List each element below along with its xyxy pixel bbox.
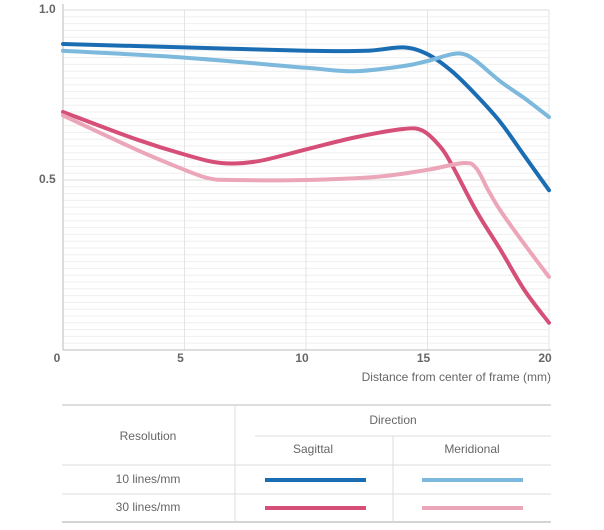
x-tick-label: 10 <box>295 351 309 365</box>
x-tick-label: 0 <box>54 351 61 365</box>
x-axis-label: Distance from center of frame (mm) <box>362 370 551 384</box>
series-line <box>61 42 551 193</box>
series-line <box>61 110 551 325</box>
x-tick-label: 5 <box>177 351 184 365</box>
column-label: Meridional <box>444 442 499 456</box>
series-line <box>61 48 551 120</box>
series-line <box>61 113 551 279</box>
table-row-header: Resolution <box>120 429 177 443</box>
row-label: 10 lines/mm <box>116 472 181 486</box>
x-tick-label: 15 <box>417 351 431 365</box>
x-tick-label: 20 <box>538 351 552 365</box>
y-tick-label: 0.5 <box>39 172 56 186</box>
row-label: 30 lines/mm <box>116 500 181 514</box>
column-label: Sagittal <box>293 442 333 456</box>
table-title: Direction <box>369 413 416 427</box>
y-tick-label: 1.0 <box>39 2 56 16</box>
